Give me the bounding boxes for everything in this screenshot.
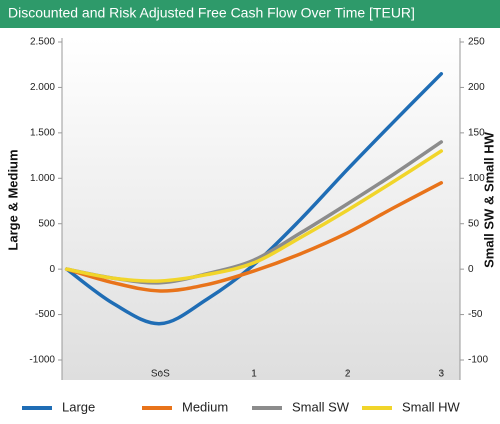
y2-tick-label: 100 [468, 173, 485, 184]
title-bar [0, 0, 500, 28]
y2-tick-label: -100 [468, 355, 488, 366]
y2-tick-label: 50 [468, 218, 480, 229]
y-tick-label: 0 [49, 264, 55, 275]
y-tick-label: 1.000 [30, 173, 55, 184]
legend-label: Small SW [292, 399, 350, 414]
y-tick-label: -500 [35, 309, 55, 320]
series-line [64, 181, 444, 293]
legend-label: Medium [182, 399, 228, 414]
y-axis-title: Large & Medium [5, 149, 20, 250]
y2-tick-label: 150 [468, 127, 485, 138]
legend-label: Small HW [402, 399, 461, 414]
y2-tick-label: 250 [468, 37, 485, 48]
x-tick-label: 3 [438, 369, 444, 380]
y-tick-label: -1000 [29, 355, 55, 366]
x-tick-label: 1 [251, 369, 257, 380]
y2-tick-label: -50 [468, 309, 483, 320]
plot-background [62, 38, 460, 380]
y2-axis-title: Small SW & Small HW [481, 131, 496, 268]
series-line [64, 149, 444, 283]
y-tick-label: 1.500 [30, 127, 55, 138]
x-tick-label: 2 [345, 369, 351, 380]
y2-tick-label: 200 [468, 82, 485, 93]
y-tick-label: 500 [38, 218, 55, 229]
chart-title: Discounted and Risk Adjusted Free Cash F… [8, 5, 415, 21]
y-tick-label: 2.000 [30, 82, 55, 93]
y2-tick-label: 0 [468, 264, 474, 275]
y-tick-label: 2.500 [30, 37, 55, 48]
x-tick-label: SoS [151, 369, 170, 380]
legend-label: Large [62, 399, 95, 414]
